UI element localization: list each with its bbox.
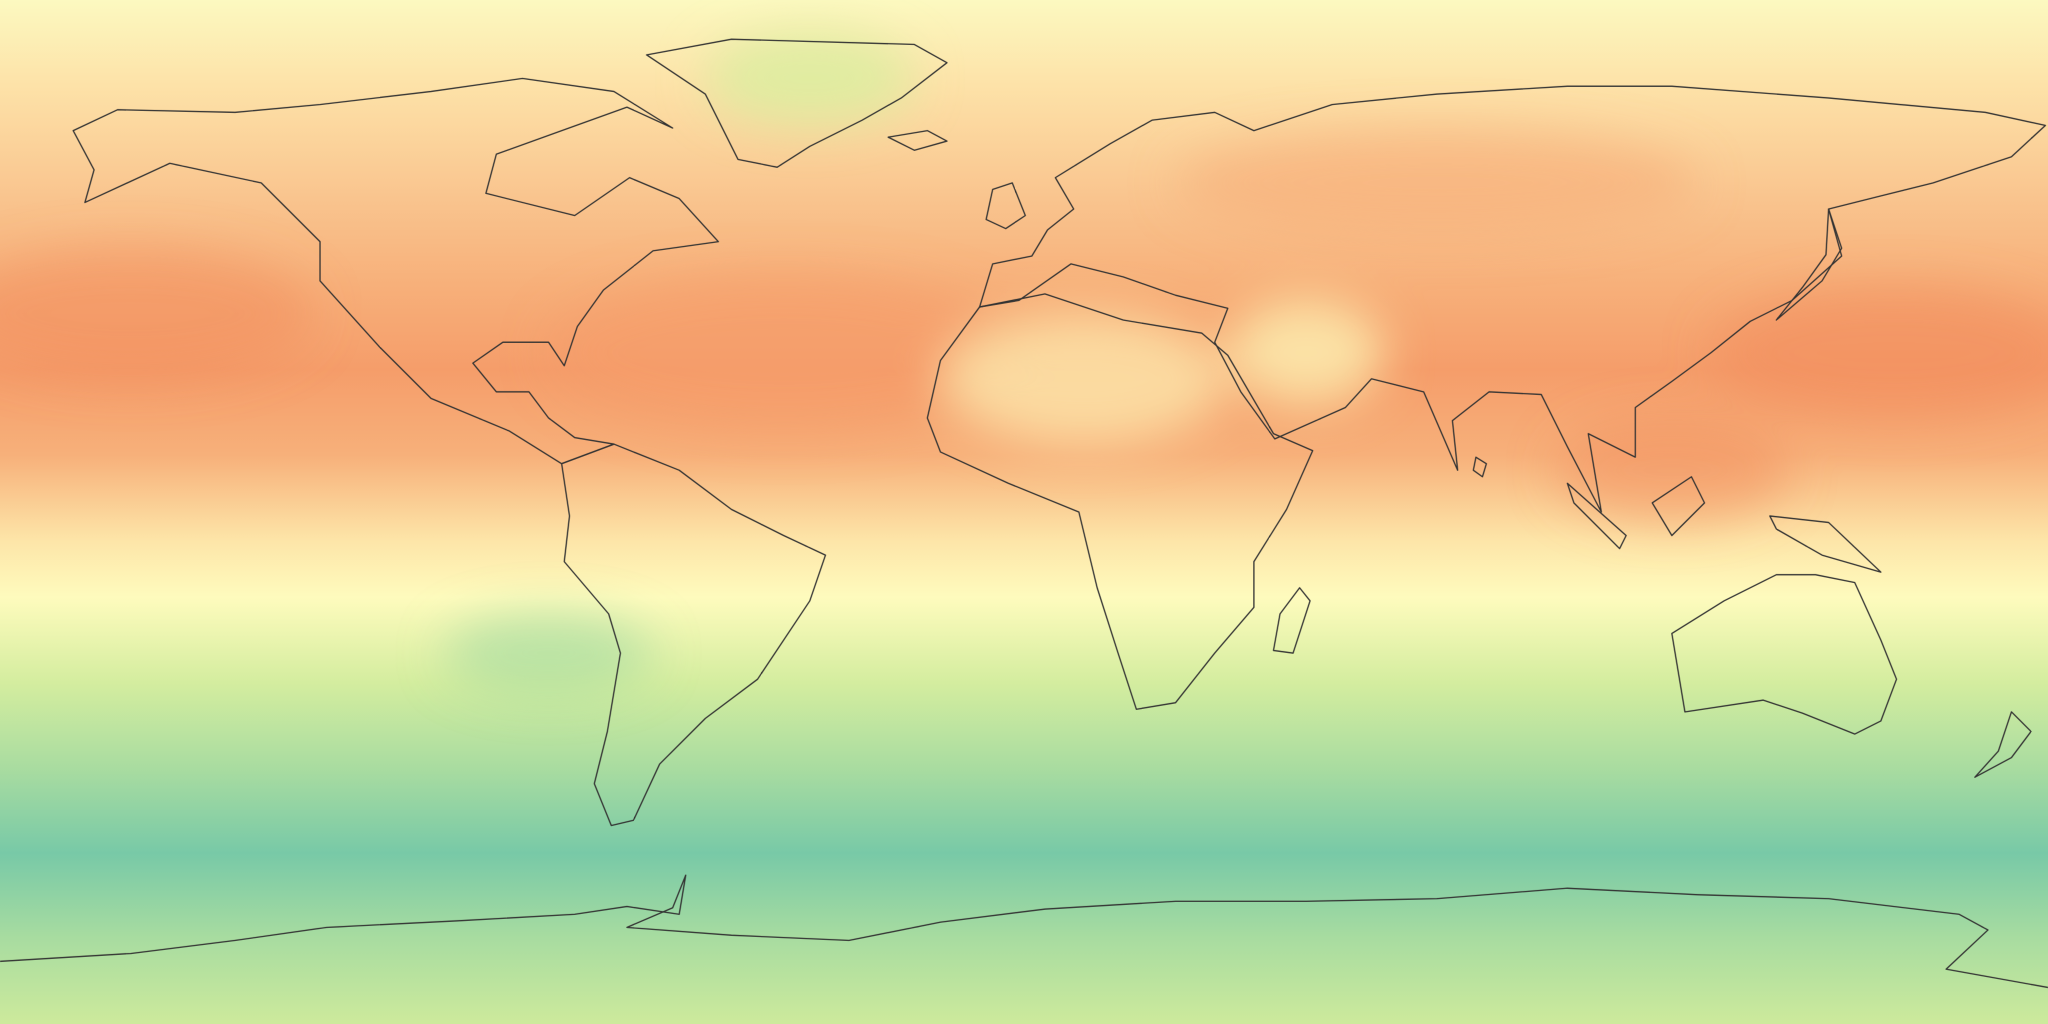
coastline-madagascar-sri-lanka: [1472, 456, 1488, 478]
warm-patch-indonesia: [1554, 417, 1790, 523]
cool-patch-arabia: [1227, 300, 1385, 405]
warm-patch-pacific-east: [0, 248, 314, 379]
coastline-antarctica: [0, 874, 2048, 989]
coastline-north-america: [72, 77, 720, 465]
coastline-borneo: [1651, 476, 1706, 537]
coastline-australia: [1671, 574, 1898, 735]
coastline-iceland: [887, 129, 948, 151]
warm-patch-russia: [1175, 130, 1698, 236]
coastline-madagascar: [1272, 587, 1311, 654]
greenland-patch: [705, 32, 915, 125]
warm-patch-pacific-west: [1711, 287, 2048, 418]
coastline-new-guinea: [1769, 515, 1882, 573]
coastline-africa: [926, 293, 1314, 710]
coastline-japan: [1775, 208, 1843, 321]
coastline-uk: [985, 182, 1026, 230]
coastline-eurasia: [978, 85, 2047, 513]
coastline-new-zealand: [1974, 711, 2032, 778]
coastline-sumatra: [1566, 482, 1627, 550]
heatmap-patches: [0, 32, 2048, 693]
coastlines: [0, 38, 2048, 989]
coastline-greenland: [645, 38, 948, 168]
cold-patch-south-pacific: [444, 613, 654, 693]
coastline-south-america: [560, 443, 827, 827]
warm-patch-atlantic: [548, 274, 1019, 432]
cool-patch-sahara: [940, 313, 1228, 445]
